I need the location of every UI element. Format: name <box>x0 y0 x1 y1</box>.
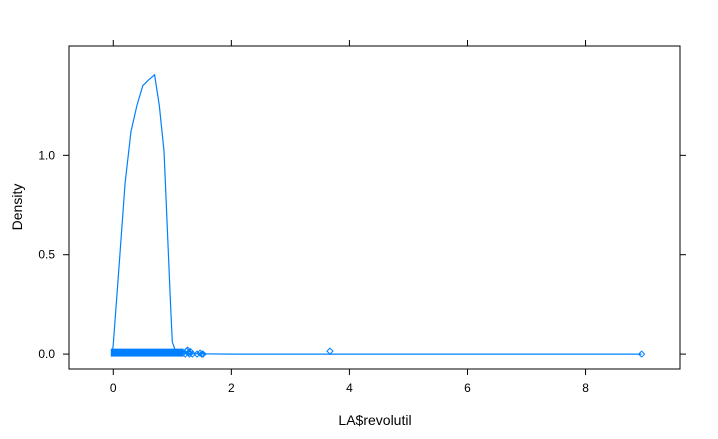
plot-panel <box>68 45 681 370</box>
rug-point <box>198 350 206 358</box>
rug-point <box>185 348 193 357</box>
density-line <box>111 73 642 355</box>
x-tick-label: 8 <box>582 381 589 395</box>
x-tick-label: 2 <box>228 381 235 395</box>
x-tick-label: 6 <box>464 381 471 395</box>
rug-point <box>188 350 197 358</box>
x-axis-title: LA$revolutil <box>338 412 411 428</box>
x-tick-label: 4 <box>346 381 353 395</box>
y-tick-label: 0.0 <box>38 347 55 361</box>
rug-point <box>185 350 194 358</box>
y-tick-label: 1.0 <box>38 148 55 162</box>
tick-labels: 0 2 4 6 8 0.0 0.5 1.0 <box>38 148 589 395</box>
rug-point <box>326 347 334 355</box>
rug-point <box>193 350 201 358</box>
y-axis-title: Density <box>9 184 25 231</box>
density-series <box>110 73 646 358</box>
rug-band <box>110 348 184 357</box>
rug-point <box>637 350 646 358</box>
x-tick-label: 0 <box>110 381 117 395</box>
rug-point <box>199 350 207 358</box>
axis-ticks <box>63 40 686 375</box>
y-tick-label: 0.5 <box>38 248 55 262</box>
